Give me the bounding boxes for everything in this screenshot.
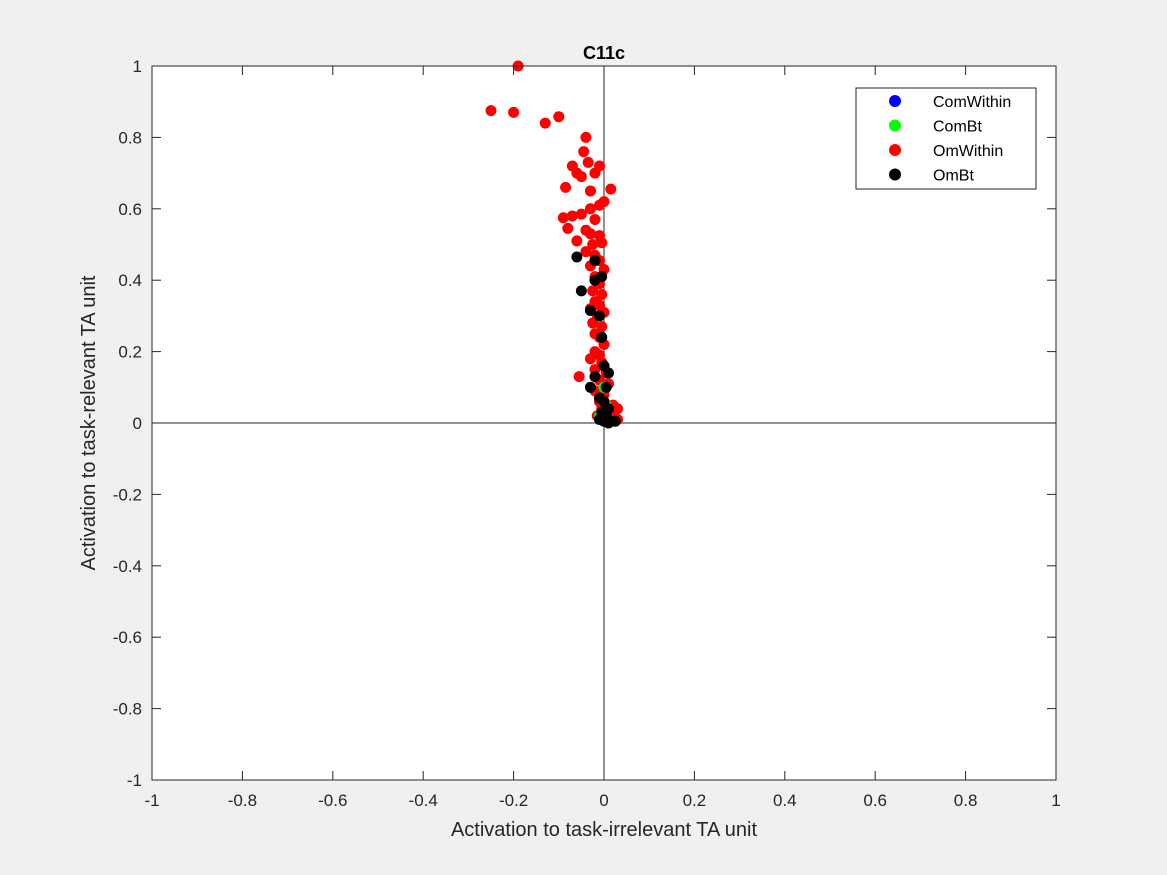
data-point: [589, 214, 601, 226]
data-point: [485, 105, 497, 117]
x-tick-label: 0: [599, 791, 608, 810]
data-point: [593, 199, 605, 211]
data-point: [596, 288, 608, 300]
data-point: [593, 310, 605, 322]
x-tick-label: -0.8: [228, 791, 257, 810]
data-point: [562, 222, 574, 234]
data-point: [589, 167, 601, 179]
legend-box: [855, 87, 1037, 190]
y-tick-label: -0.4: [113, 557, 142, 576]
data-point: [575, 171, 587, 183]
data-point: [587, 239, 599, 250]
data-point: [589, 255, 601, 267]
y-tick-label: 0.8: [118, 128, 142, 147]
data-point: [605, 183, 617, 195]
data-point: [596, 331, 608, 343]
x-tick-label: -1: [144, 791, 159, 810]
data-point: [587, 285, 599, 297]
legend-marker: [889, 168, 901, 181]
x-tick-labels: -1 -0.8 -0.6 -0.4 -0.2 0 0.2 0.4 0.6 0.8 1: [144, 791, 1060, 810]
legend-entry-label: ComBt: [933, 119, 982, 136]
y-tick-label: 0: [133, 414, 142, 433]
x-tick-label: 1: [1051, 791, 1060, 810]
data-point: [571, 251, 583, 263]
legend-entry-label: ComWithin: [933, 94, 1011, 111]
y-tick-label: 0.2: [118, 343, 142, 362]
y-tick-label: -0.8: [113, 700, 142, 719]
data-point: [508, 106, 520, 118]
data-point: [603, 417, 615, 429]
x-axis-label: Activation to task-irrelevant TA unit: [451, 819, 758, 841]
data-point: [589, 274, 601, 286]
y-tick-label: -0.6: [113, 628, 142, 647]
x-tick-label: 0.8: [954, 791, 978, 810]
data-point: [584, 203, 596, 215]
data-point: [596, 321, 608, 333]
data-point: [584, 353, 596, 365]
data-point: [560, 181, 572, 193]
data-point: [573, 371, 585, 383]
y-tick-label: -0.2: [113, 485, 142, 504]
data-point: [603, 367, 615, 379]
data-point: [553, 111, 565, 123]
legend-marker: [889, 119, 901, 132]
data-point: [584, 381, 596, 393]
y-tick-label: 0.6: [118, 200, 142, 219]
data-point: [580, 131, 592, 143]
y-tick-labels: -1 -0.8 -0.6 -0.4 -0.2 0 0.2 0.4 0.6 0.8 1: [113, 57, 142, 790]
y-tick-label: -1: [127, 771, 142, 790]
data-point: [584, 305, 596, 317]
data-point: [587, 317, 599, 329]
y-tick-label: 0.4: [118, 271, 142, 290]
legend: ComWithin ComBt OmWithin OmBt: [855, 87, 1037, 190]
data-point: [557, 212, 569, 224]
data-point: [582, 156, 594, 168]
x-tick-label: -0.2: [499, 791, 528, 810]
x-tick-label: -0.4: [409, 791, 438, 810]
legend-entry-label: OmBt: [933, 168, 974, 185]
data-point: [584, 228, 596, 240]
axis-ticks: [151, 65, 1057, 781]
chart-title: C11c: [583, 43, 625, 63]
data-point: [596, 237, 608, 249]
legend-entry-label: OmWithin: [933, 143, 1003, 160]
data-point: [580, 246, 592, 258]
data-point: [589, 371, 601, 383]
data-point: [600, 381, 612, 393]
legend-marker: [889, 95, 901, 107]
x-tick-label: 0.2: [683, 791, 707, 810]
data-point: [571, 235, 583, 247]
y-axis-label: Activation to task-relevant TA unit: [78, 275, 100, 570]
data-point: [584, 185, 596, 197]
data-point: [578, 146, 590, 158]
data-point: [539, 117, 551, 129]
x-tick-label: -0.6: [318, 791, 347, 810]
legend-marker: [889, 144, 901, 156]
data-point: [566, 210, 578, 222]
data-point: [575, 208, 587, 220]
data-point: [575, 285, 587, 297]
data-points: [485, 60, 624, 429]
x-tick-label: 0.6: [863, 791, 887, 810]
y-tick-label: 1: [133, 57, 142, 76]
x-tick-label: 0.4: [773, 791, 797, 810]
